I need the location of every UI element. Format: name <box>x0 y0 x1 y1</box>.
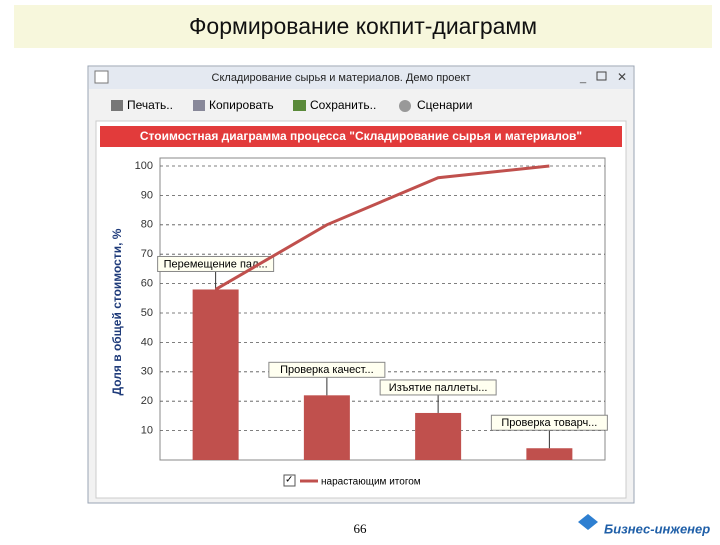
toolbar-button[interactable]: Копировать <box>209 98 274 112</box>
callout-box <box>490 414 608 431</box>
chart-area <box>95 120 627 499</box>
y-tick-label: 10 <box>141 425 153 437</box>
minimize[interactable]: _ <box>579 72 587 84</box>
title-bar <box>89 67 633 89</box>
cumulative-line <box>214 164 550 291</box>
y-tick-label: 60 <box>141 278 153 290</box>
plot-frame <box>159 157 606 461</box>
scenario-icon <box>399 100 411 112</box>
window-title: Складирование сырья и материалов. Демо п… <box>212 72 471 84</box>
legend-checkbox[interactable] <box>283 474 296 487</box>
callout-box <box>157 255 275 272</box>
bar <box>526 448 573 460</box>
callout-box <box>379 379 497 396</box>
maximize[interactable] <box>596 71 607 81</box>
bar <box>303 395 350 460</box>
title-band <box>14 5 712 48</box>
y-tick-label: 30 <box>141 366 153 378</box>
category-label: Перемещение пал... <box>164 258 268 270</box>
legend-check: ✓ <box>285 475 293 486</box>
toolbar-button[interactable]: Печать.. <box>127 98 173 112</box>
y-tick-label: 100 <box>135 160 153 172</box>
y-tick-label: 20 <box>141 395 153 407</box>
chart-title-bar <box>100 126 622 147</box>
toolbar: Печать.. Копировать Сохранить.. Сценарии <box>111 98 472 112</box>
y-tick-label: 70 <box>141 248 153 260</box>
chart-title: Стоимостная диаграмма процесса "Складиро… <box>140 129 582 143</box>
save-icon <box>293 100 306 111</box>
page-number: 66 <box>354 521 368 536</box>
category-label: Проверка товарч... <box>501 417 597 429</box>
logo: Бизнес-инженер <box>604 521 710 536</box>
bar <box>415 412 462 460</box>
y-tick-label: 90 <box>141 189 153 201</box>
slide-title: Формирование кокпит-диаграмм <box>189 13 537 39</box>
y-tick-label: 80 <box>141 219 153 231</box>
close[interactable]: ✕ <box>617 70 627 84</box>
bar <box>192 289 239 460</box>
callout-box <box>268 361 386 378</box>
toolbar-button[interactable]: Сохранить.. <box>310 98 376 112</box>
copy-icon <box>193 100 205 111</box>
toolbar-button[interactable]: Сценарии <box>417 98 472 112</box>
y-tick-label: 50 <box>141 307 153 319</box>
window-icon <box>94 70 109 84</box>
category-label: Изъятие паллеты... <box>389 382 488 394</box>
print-icon <box>111 100 123 111</box>
legend-label: нарастающим итогом <box>321 477 421 488</box>
y-axis-label: Доля в общей стоимости, % <box>110 228 124 395</box>
y-tick-label: 40 <box>141 336 153 348</box>
category-label: Проверка качест... <box>280 364 374 376</box>
logo-icon <box>578 514 598 530</box>
